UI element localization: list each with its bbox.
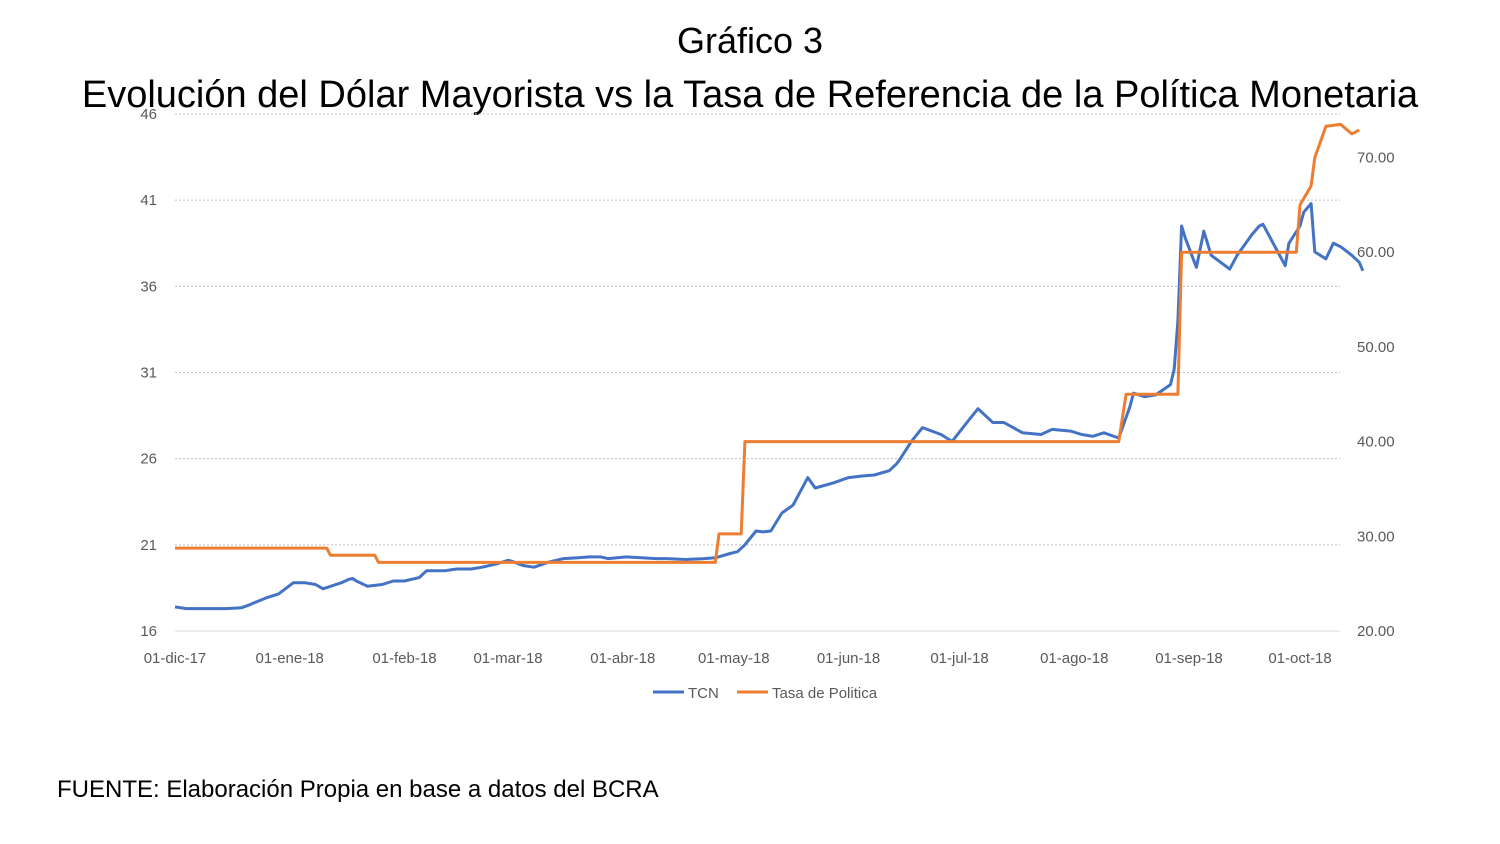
x-tick-label: 01-abr-18 xyxy=(590,650,655,667)
x-tick-label: 01-feb-18 xyxy=(372,650,436,667)
x-tick-label: 01-mar-18 xyxy=(473,650,542,667)
x-axis-ticks: 01-dic-17 01-ene-18 01-feb-18 01-mar-18 01-a… xyxy=(144,650,1332,667)
series-lines xyxy=(174,122,1365,611)
y-right-tick-label: 40.00 xyxy=(1357,434,1395,451)
x-tick-label: 01-ene-18 xyxy=(256,650,324,667)
y-left-tick-label: 41 xyxy=(140,192,157,209)
series-line-tasa xyxy=(175,122,1360,564)
y-left-tick-label: 36 xyxy=(140,278,157,295)
x-tick-label: 01-may-18 xyxy=(698,650,770,667)
y-right-tick-label: 70.00 xyxy=(1357,150,1395,167)
y-left-tick-label: 46 xyxy=(140,106,157,123)
y-right-tick-label: 50.00 xyxy=(1357,339,1395,356)
legend-label-tasa: Tasa de Politica xyxy=(772,685,878,702)
legend-label-tcn: TCN xyxy=(688,685,719,702)
x-tick-label: 01-dic-17 xyxy=(144,650,207,667)
chart-title-line2: Evolución del Dólar Mayorista vs la Tasa… xyxy=(81,74,1419,116)
x-tick-label: 01-oct-18 xyxy=(1268,650,1331,667)
y-right-tick-label: 30.00 xyxy=(1357,528,1395,545)
y-left-tick-label: 16 xyxy=(140,623,157,640)
y-right-tick-label: 60.00 xyxy=(1357,244,1395,261)
gridlines xyxy=(175,113,1340,632)
y-left-tick-label: 31 xyxy=(140,365,157,382)
legend: TCN Tasa de Politica xyxy=(653,685,878,702)
series-line-tcn xyxy=(174,202,1365,611)
x-tick-label: 01-jun-18 xyxy=(817,650,880,667)
x-tick-label: 01-sep-18 xyxy=(1155,650,1223,667)
left-axis-ticks: 16 21 26 31 36 41 46 xyxy=(140,106,157,640)
y-left-tick-label: 21 xyxy=(140,537,157,554)
x-tick-label: 01-ago-18 xyxy=(1040,650,1108,667)
source-note: FUENTE: Elaboración Propia en base a dat… xyxy=(57,776,659,803)
y-right-tick-label: 20.00 xyxy=(1357,623,1395,640)
y-left-tick-label: 26 xyxy=(140,451,157,468)
chart-title-line1: Gráfico 3 xyxy=(676,20,824,61)
right-axis-ticks: 20.00 30.00 40.00 50.00 60.00 70.00 xyxy=(1357,150,1395,640)
x-tick-label: 01-jul-18 xyxy=(930,650,988,667)
